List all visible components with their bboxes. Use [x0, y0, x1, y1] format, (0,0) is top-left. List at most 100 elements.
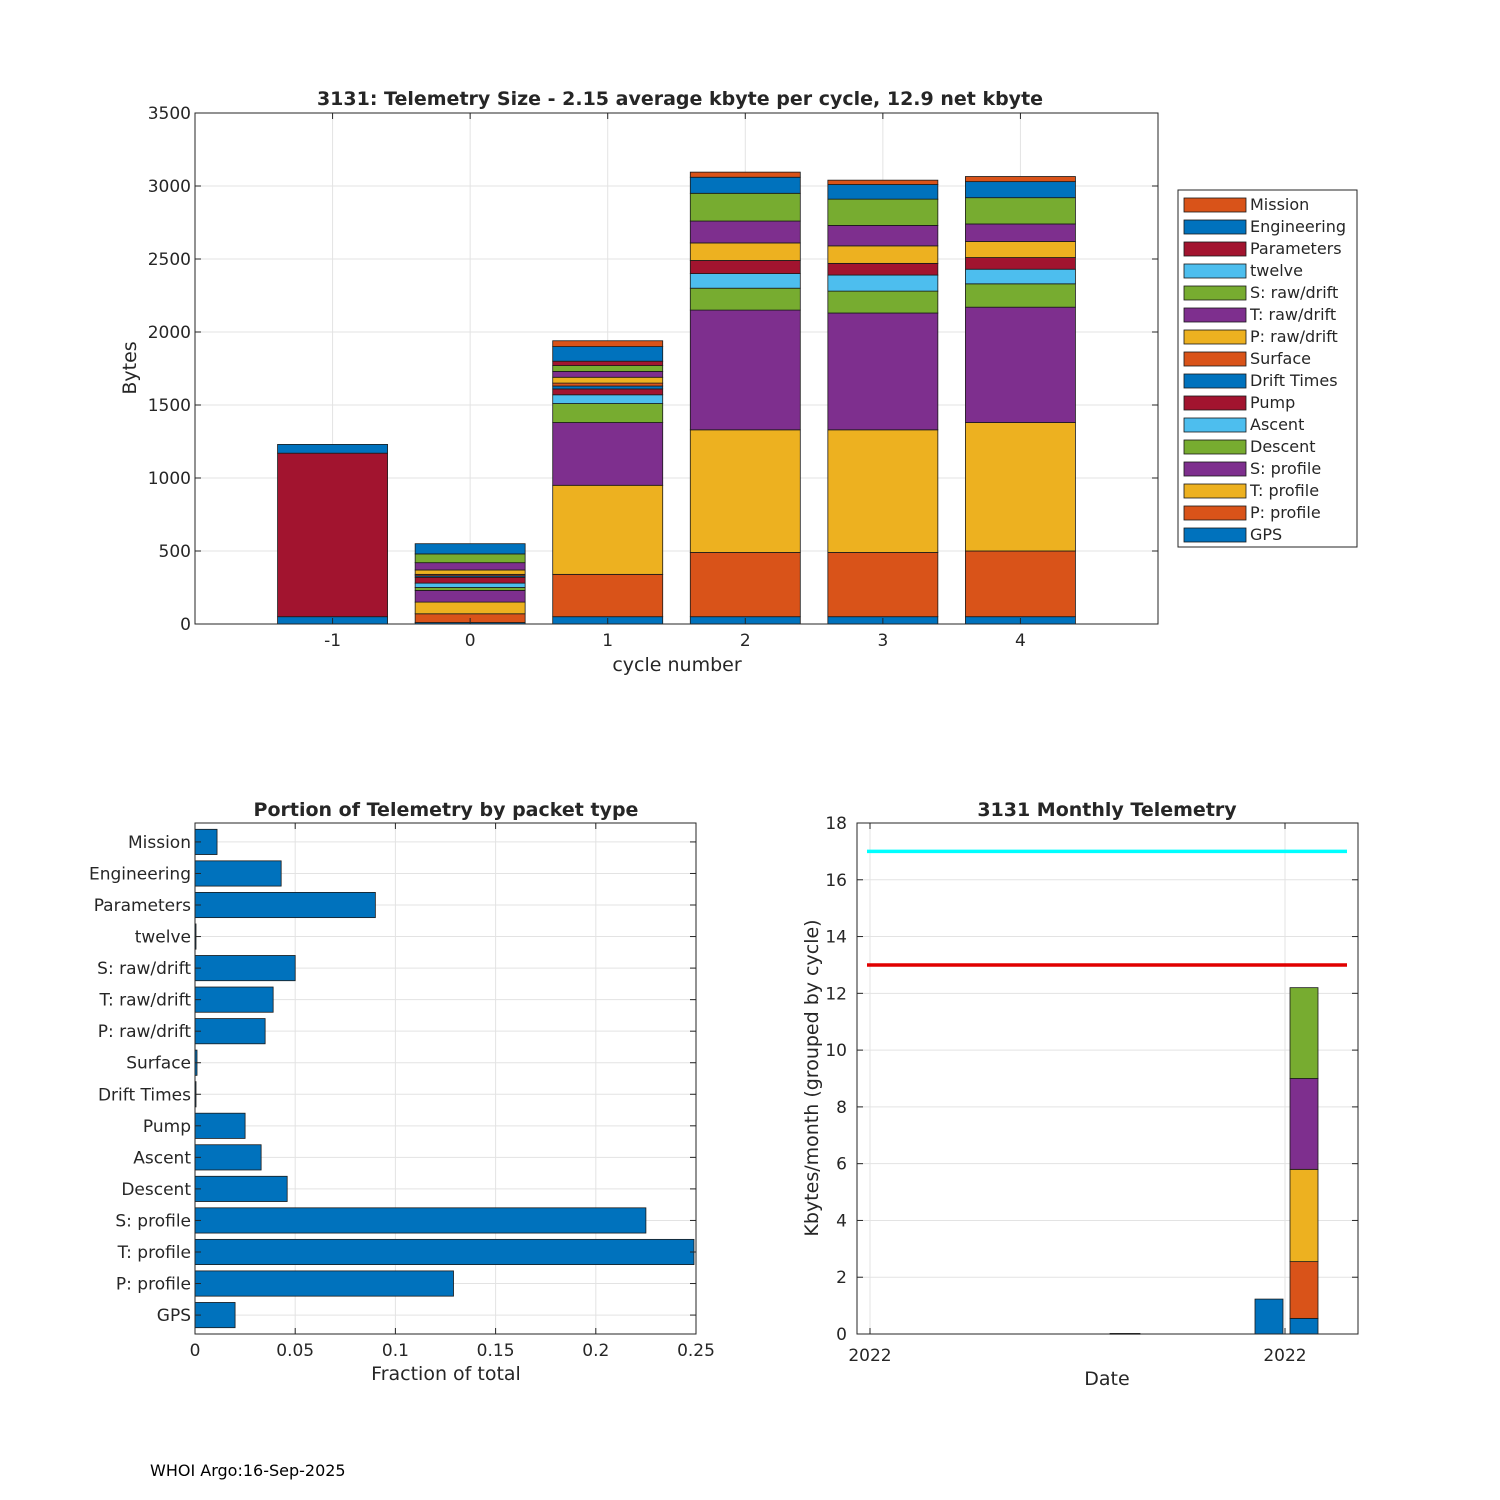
top-bar-segment: [965, 422, 1076, 552]
bl-y-tick-label: GPS: [157, 1306, 191, 1326]
br-y-axis-label: Kbytes/month (grouped by cycle): [801, 919, 823, 1236]
legend-swatch: [1183, 307, 1247, 323]
top-bar-segment: [414, 562, 526, 571]
bl-bar: [194, 891, 376, 919]
br-reference-lines: [867, 849, 1347, 967]
legend-label: twelve: [1250, 261, 1303, 280]
bl-bar: [194, 1270, 454, 1297]
bl-y-tick-label: P: profile: [116, 1275, 191, 1295]
bl-bar: [194, 986, 274, 1013]
legend-label: Surface: [1250, 349, 1311, 368]
bl-y-tick-label: Pump: [143, 1117, 191, 1137]
legend-label: T: raw/drift: [1249, 305, 1336, 324]
top-bar-segment: [689, 242, 801, 261]
legend-swatch: [1183, 241, 1247, 257]
bl-y-tick-label: Engineering: [89, 864, 191, 884]
top-y-tick-label: 3000: [148, 177, 191, 197]
top-x-tick-label: 1: [602, 631, 613, 651]
bl-y-tick-label: S: raw/drift: [97, 959, 191, 979]
top-bar-segment: [552, 340, 664, 348]
top-bar-segment: [277, 444, 388, 454]
top-bar-segment: [965, 241, 1076, 258]
top-bars: [277, 171, 1076, 625]
top-y-tick-label: 1000: [148, 469, 191, 489]
br-x-tick-label: 2022: [848, 1346, 891, 1366]
top-axes-box: [194, 112, 1159, 625]
top-x-tick-label: 4: [1015, 631, 1026, 651]
bl-axes-box: [194, 822, 697, 1335]
top-bar-segment: [689, 429, 801, 553]
bl-x-tick-label: 0: [190, 1341, 201, 1361]
legend-swatch: [1183, 329, 1247, 345]
bl-bar: [194, 1302, 236, 1329]
br-y-tick-label: 6: [836, 1155, 847, 1175]
telemetry-size-chart: 0 500 1000 1500 2000 2500 3000 3500 -1 0 1 2 3 4 3131…: [119, 88, 1358, 676]
top-bar-segment: [689, 220, 801, 244]
top-bar-segment: [827, 290, 939, 314]
top-bar-segment: [552, 360, 664, 366]
br-ticks: 0 2 4 6 8 10 12 14 16 18 2022 2022: [825, 814, 1358, 1366]
top-y-tick-label: 0: [180, 615, 191, 635]
top-bar-segment: [414, 582, 526, 588]
legend-swatch: [1183, 373, 1247, 389]
top-bar-segment: [689, 552, 801, 618]
top-bar-segment: [827, 312, 939, 431]
br-plot-area: [857, 823, 1358, 1334]
top-bar-segment: [965, 176, 1076, 183]
br-y-tick-label: 18: [825, 814, 847, 834]
top-bar-segment: [552, 365, 664, 372]
br-y-tick-label: 8: [836, 1098, 847, 1118]
footer-credit: WHOI Argo:16-Sep-2025: [150, 1461, 346, 1480]
top-y-tick-label: 500: [159, 542, 191, 562]
legend-label: S: profile: [1250, 459, 1321, 478]
top-bar-segment: [965, 306, 1076, 423]
br-y-tick-label: 2: [836, 1268, 847, 1288]
top-bar-segment: [965, 223, 1076, 242]
legend-swatch: [1183, 263, 1247, 279]
top-bar-segment: [552, 422, 664, 486]
legend-swatch: [1183, 197, 1247, 213]
legend-label: Drift Times: [1250, 371, 1338, 390]
top-bar-segment: [414, 590, 526, 603]
top-y-axis-label: Bytes: [119, 341, 141, 394]
br-bar-segment: [1289, 1168, 1319, 1263]
top-ticks: 0 500 1000 1500 2000 2500 3000 3500 -1 0 1 2 3 4: [148, 104, 1158, 651]
top-bar-segment: [689, 273, 801, 289]
top-bar-segment: [965, 268, 1076, 285]
top-x-tick-label: 0: [465, 631, 476, 651]
top-legend: Mission Engineering Parameters twelve S: raw…: [1177, 189, 1358, 548]
top-bar-segment: [965, 283, 1076, 308]
bl-bars: [194, 828, 695, 1329]
top-bar-segment: [552, 382, 664, 387]
top-bar-segment: [827, 225, 939, 247]
legend-label: Descent: [1250, 437, 1316, 456]
top-x-tick-label: -1: [324, 631, 341, 651]
br-y-tick-label: 14: [825, 928, 847, 948]
bl-y-tick-label: T: raw/drift: [98, 991, 191, 1011]
top-bar-segment: [965, 197, 1076, 225]
br-bar-segment: [1289, 987, 1319, 1079]
legend-label: Ascent: [1250, 415, 1304, 434]
top-bar-segment: [689, 176, 801, 194]
top-bar-segment: [827, 552, 939, 618]
top-bar-segment: [414, 601, 526, 615]
legend-swatch: [1183, 395, 1247, 411]
top-bar-segment: [689, 309, 801, 431]
bl-y-tick-label: Ascent: [133, 1148, 191, 1168]
bl-bar: [194, 955, 296, 982]
top-chart-title: 3131: Telemetry Size - 2.15 average kbyt…: [317, 88, 1043, 110]
bl-y-tick-label: S: profile: [115, 1211, 191, 1231]
top-bar-segment: [827, 245, 939, 264]
top-bar-segment: [552, 385, 664, 390]
top-bar-segment: [827, 184, 939, 200]
bl-y-tick-label: Surface: [126, 1054, 191, 1074]
legend-label: Pump: [1250, 393, 1295, 412]
top-bar-segment: [552, 371, 664, 378]
top-bar-segment: [552, 484, 664, 575]
br-y-tick-label: 12: [825, 984, 847, 1004]
legend-label: T: profile: [1249, 481, 1319, 500]
bl-x-tick-label: 0.1: [382, 1341, 409, 1361]
legend-label: S: raw/drift: [1250, 283, 1338, 302]
bl-bar: [194, 1207, 647, 1234]
